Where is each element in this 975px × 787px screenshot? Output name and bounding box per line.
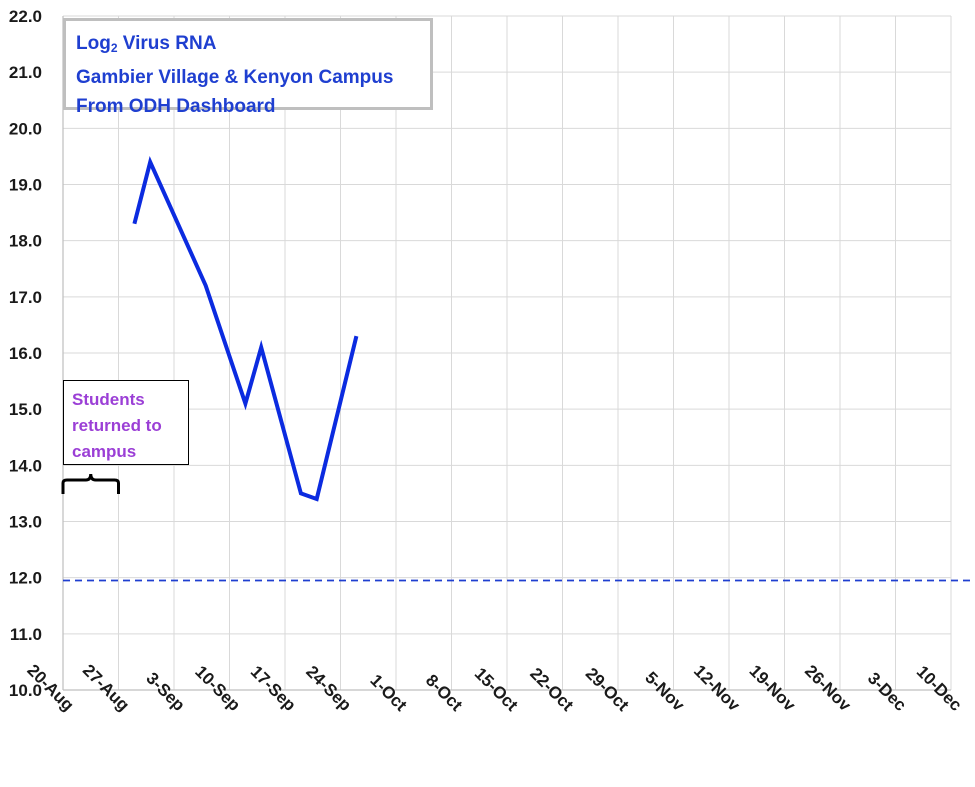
- x-tick-label: 10-Sep: [191, 662, 244, 715]
- x-tick-label: 27-Aug: [79, 661, 133, 715]
- y-tick-label: 21.0: [9, 63, 42, 82]
- title-subscript: 2: [110, 41, 118, 55]
- annotation-brace: [61, 473, 120, 494]
- series-line: [132, 155, 359, 502]
- chart-title-line-1: Log2 Virus RNA: [76, 29, 430, 63]
- y-tick-label: 18.0: [9, 232, 42, 251]
- x-tick-label: 17-Sep: [247, 662, 300, 715]
- y-tick-label: 22.0: [9, 7, 42, 26]
- chart-title-box: Log2 Virus RNA Gambier Village & Kenyon …: [63, 18, 433, 117]
- y-tick-label: 15.0: [9, 400, 42, 419]
- x-tick-label: 10-Dec: [913, 662, 966, 715]
- y-tick-label: 13.0: [9, 513, 42, 532]
- y-tick-label: 17.0: [9, 288, 42, 307]
- x-tick-label: 8-Oct: [422, 671, 466, 715]
- y-tick-label: 14.0: [9, 456, 42, 475]
- x-tick-label: 1-Oct: [366, 671, 410, 715]
- annotation-line-2: returned to: [72, 416, 162, 435]
- x-tick-label: 24-Sep: [302, 662, 355, 715]
- title-log: Log: [76, 33, 111, 54]
- y-tick-label: 12.0: [9, 569, 42, 588]
- x-tick-label: 3-Sep: [142, 669, 188, 715]
- x-tick-label: 26-Nov: [801, 661, 855, 715]
- title-virus-rna: Virus RNA: [122, 33, 217, 54]
- x-tick-label: 3-Dec: [864, 669, 910, 715]
- y-tick-label: 11.0: [10, 625, 42, 644]
- x-axis-tick-labels: 20-Aug 27-Aug 3-Sep 10-Sep 17-Sep 24-Sep 1-Oct…: [23, 661, 965, 716]
- y-tick-label: 10.0: [9, 681, 42, 700]
- annotation-box: Students returned to campus: [63, 380, 189, 465]
- annotation-line-3: campus: [72, 442, 137, 461]
- x-tick-label: 12-Nov: [690, 661, 744, 715]
- y-tick-label: 16.0: [9, 344, 42, 363]
- series-group: [132, 155, 359, 502]
- axes: [62, 16, 951, 691]
- x-tick-label: 19-Nov: [746, 661, 800, 715]
- curly-brace-mark: [61, 473, 120, 494]
- x-tick-label: 5-Nov: [641, 668, 688, 715]
- y-tick-label: 19.0: [9, 176, 42, 195]
- y-tick-label: 20.0: [9, 119, 42, 138]
- chart-title-line-3: From ODH Dashboard: [76, 96, 276, 117]
- chart-title-line-2: Gambier Village & Kenyon Campus: [76, 67, 394, 88]
- annotation-line-1: Students: [72, 390, 145, 409]
- y-axis-tick-labels: 10.0 11.0 12.0 13.0 14.0 15.0 16.0 17.0 18.0 19.0…: [9, 7, 42, 700]
